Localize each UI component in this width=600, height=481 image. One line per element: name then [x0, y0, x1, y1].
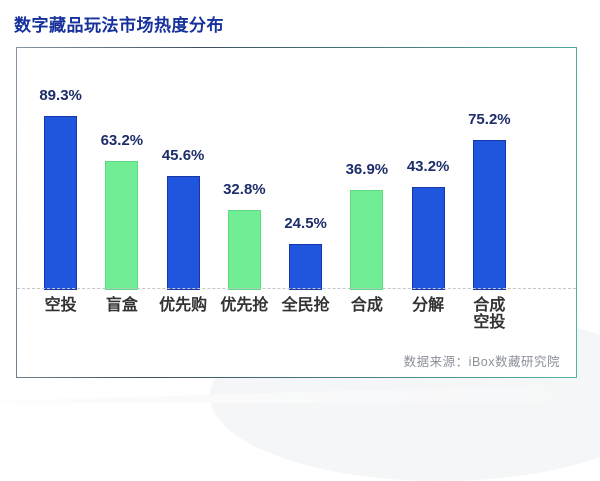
data-source-label: 数据来源：iBox数藏研究院	[403, 355, 560, 369]
bar-chart-plot-area: 89.3% 63.2% 45.6% 32.8% 24.5% 36.9% 43.2% 75.2%	[30, 48, 520, 290]
page-title: 数字藏品玩法市场热度分布	[14, 16, 224, 35]
chart-panel: 89.3% 63.2% 45.6% 32.8% 24.5% 36.9% 43.2% 75.2%…	[16, 47, 577, 378]
bar-3	[166, 176, 200, 290]
x-axis-label-7: 分解	[412, 297, 445, 314]
bar-column-3: 45.6%	[153, 147, 214, 290]
bar-column-1: 89.3%	[30, 87, 91, 290]
bar-7	[411, 187, 445, 290]
page: { "title": "数字藏品玩法市场热度分布", "source": "数据…	[0, 16, 600, 403]
bar-value-label: 75.2%	[468, 111, 511, 128]
x-axis-label-8: 合成 空投	[473, 297, 506, 331]
bar-value-label: 89.3%	[39, 87, 82, 104]
bar-4	[227, 210, 261, 290]
bar-column-7: 43.2%	[398, 158, 459, 290]
x-axis-label-4: 优先抢	[220, 297, 269, 314]
baseline-dashed	[17, 288, 576, 289]
bar-1	[44, 116, 78, 290]
x-axis-label-3: 优先购	[159, 297, 208, 314]
bar-column-8: 75.2%	[459, 111, 520, 290]
bar-6	[350, 190, 384, 290]
bar-value-label: 36.9%	[345, 161, 389, 178]
bar-value-label: 63.2%	[100, 132, 144, 149]
bar-column-5: 24.5%	[275, 215, 336, 290]
x-axis-labels-row: 空投 盲盒 优先购 优先抢 全民抢 合成 分解 合成 空投	[30, 297, 520, 331]
bar-column-2: 63.2%	[91, 132, 152, 290]
bar-value-label: 32.8%	[223, 181, 266, 198]
bar-8	[472, 140, 506, 290]
x-axis-label-5: 全民抢	[281, 297, 330, 314]
x-axis-label-6: 合成	[350, 297, 383, 314]
x-axis-label-1: 空投	[44, 297, 77, 314]
bar-column-6: 36.9%	[336, 161, 397, 290]
bar-value-label: 24.5%	[284, 215, 327, 232]
x-axis-label-2: 盲盒	[105, 297, 138, 314]
bar-column-4: 32.8%	[214, 181, 275, 290]
bar-value-label: 45.6%	[161, 147, 205, 164]
bar-2	[105, 161, 139, 290]
bar-value-label: 43.2%	[406, 158, 450, 175]
bar-5	[289, 244, 323, 290]
